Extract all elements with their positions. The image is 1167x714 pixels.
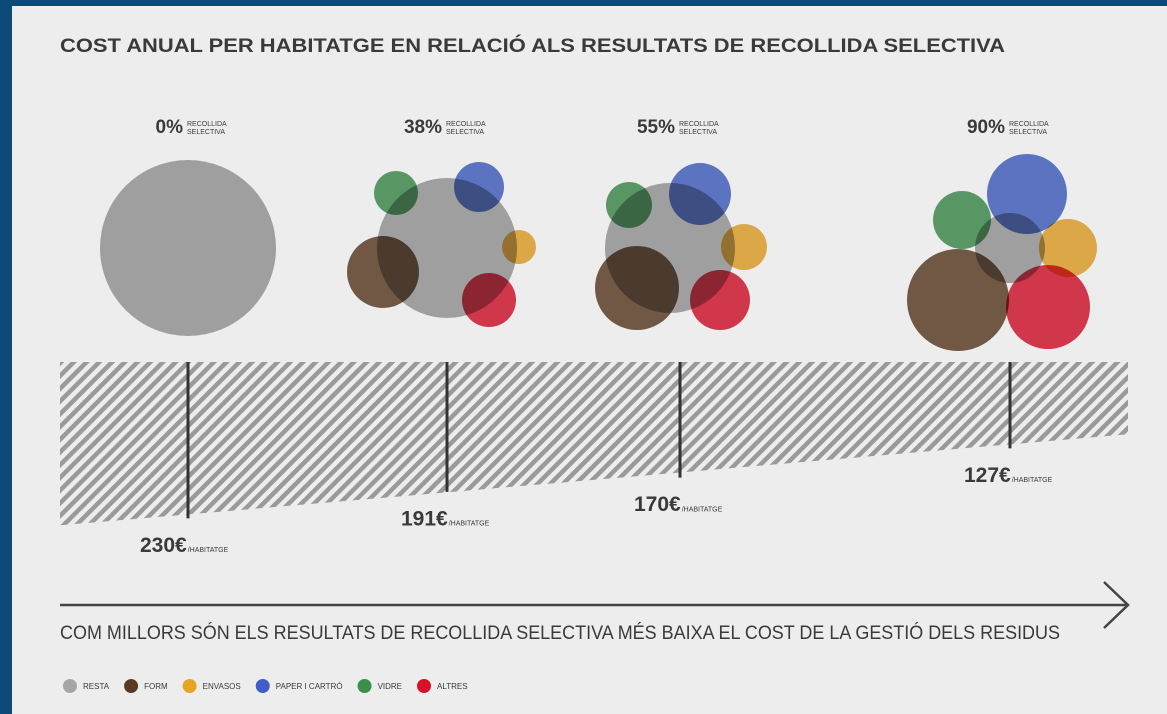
legend-label: ALTRES: [437, 682, 468, 691]
legend-label: ENVASOS: [203, 682, 241, 691]
cost-label: 170€: [634, 493, 681, 516]
rate-note: SELECTIVA: [187, 129, 225, 136]
hatch-area: [60, 362, 1128, 526]
cost-unit: /HABITATGE: [682, 506, 723, 513]
bubble: [907, 249, 1009, 351]
bubble: [933, 191, 991, 249]
bubble: [454, 162, 504, 212]
rate-note: RECOLLIDA: [187, 121, 227, 128]
legend-swatch: [124, 679, 139, 693]
cost-label: 127€: [964, 464, 1011, 487]
rate-label: 0%: [156, 117, 184, 138]
legend-swatch: [357, 679, 372, 693]
cost-label: 191€: [401, 507, 448, 530]
legend-label: VIDRE: [378, 682, 402, 691]
bubble: [374, 171, 418, 215]
cost-unit: /HABITATGE: [1012, 477, 1053, 484]
bubble: [462, 273, 516, 327]
legend-label: RESTA: [83, 682, 110, 691]
bubble: [1006, 265, 1090, 349]
rate-note: RECOLLIDA: [1009, 121, 1049, 128]
cost-unit: /HABITATGE: [449, 521, 490, 528]
legend-swatch: [182, 679, 197, 693]
rate-note: SELECTIVA: [1009, 129, 1047, 136]
rate-note: RECOLLIDA: [679, 121, 719, 128]
caption: COM MILLORS SÓN ELS RESULTATS DE RECOLLI…: [60, 622, 1060, 644]
panel: [12, 6, 1167, 714]
bubble: [669, 163, 731, 225]
rate-label: 90%: [967, 117, 1005, 138]
hatch-band: [60, 362, 1128, 526]
bubble: [987, 154, 1067, 234]
bubble: [502, 230, 536, 264]
legend-swatch: [63, 679, 77, 693]
bubble: [606, 182, 652, 228]
rate-note: RECOLLIDA: [446, 121, 486, 128]
legend-label: FORM: [144, 682, 168, 691]
legend-swatch: [417, 679, 432, 693]
legend-label: PAPER I CARTRÓ: [276, 682, 343, 691]
cost-label: 230€: [140, 534, 187, 557]
rate-note: SELECTIVA: [446, 129, 484, 136]
arrow-head: [1103, 581, 1130, 629]
rate-label: 38%: [404, 117, 442, 138]
bubble: [595, 246, 679, 330]
rate-label: 55%: [637, 117, 675, 138]
bubble: [721, 224, 767, 270]
cost-unit: /HABITATGE: [188, 547, 229, 554]
bubble: [100, 160, 276, 336]
bubble: [690, 270, 750, 330]
bubble: [347, 236, 419, 308]
bubble: [1039, 219, 1097, 277]
chart-title: COST ANUAL PER HABITATGE EN RELACIÓ ALS …: [60, 35, 1005, 57]
rate-note: SELECTIVA: [679, 129, 717, 136]
legend-swatch: [255, 679, 270, 693]
